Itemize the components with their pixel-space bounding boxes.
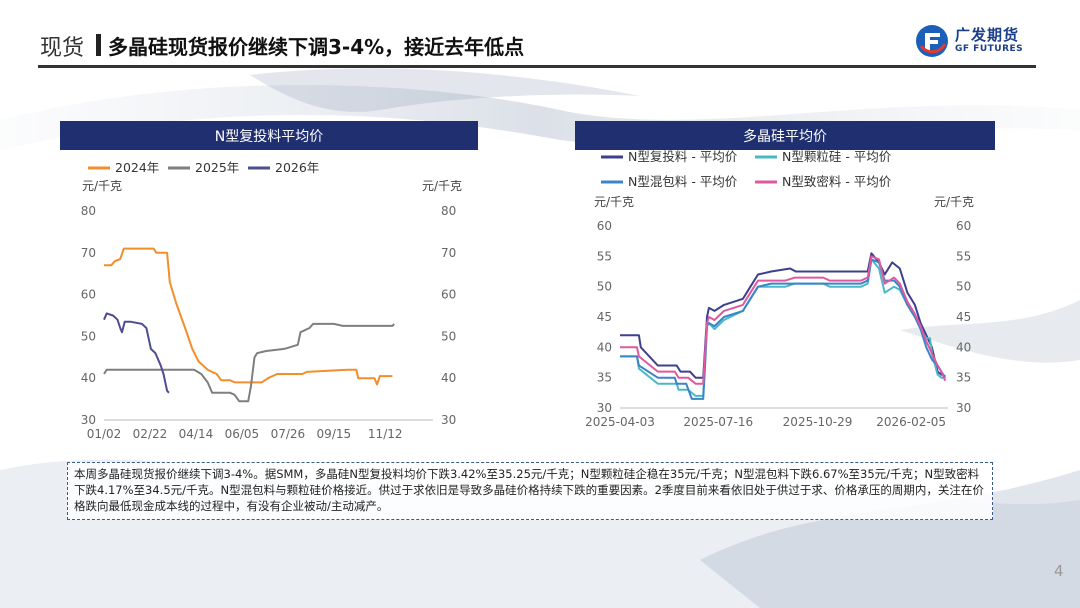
chart1-series-line-0: [104, 247, 393, 386]
logo-text-en: GF FUTURES: [955, 44, 1024, 54]
header-divider: [38, 65, 1036, 68]
chart2-series-line-0: [620, 252, 946, 379]
chart1-ylabel-left: 元/千克: [82, 179, 122, 193]
chart1-legend-label-2: 2026年: [275, 160, 319, 175]
gf-futures-logo: 广发期货 GF FUTURES: [915, 22, 1035, 62]
gf-logo-icon: [916, 25, 948, 57]
chart1-ytick-right-4: 70: [441, 246, 456, 260]
slide-header: 现货 多晶硅现货报价继续下调3-4%，接近去年低点 广发期货 GF FUTURE…: [0, 0, 1080, 70]
chart2-ytick-right-1: 35: [956, 371, 971, 385]
summary-text-box: 本周多晶硅现货报价继续下调3-4%。据SMM，多晶硅N型复投料均价下跌3.42%…: [67, 462, 993, 520]
chart1-legend-label-1: 2025年: [195, 160, 239, 175]
chart2-ytick-left-2: 40: [597, 340, 612, 354]
section-tag: 现货: [40, 36, 85, 61]
chart1-ytick-left-1: 40: [81, 371, 96, 385]
page-title: 多晶硅现货报价继续下调3-4%，接近去年低点: [108, 35, 525, 59]
chart2-legend-label-1: N型颗粒硅 - 平均价: [782, 149, 892, 164]
chart1-ytick-right-5: 80: [441, 204, 456, 218]
chart1-xtick-5: 09/15: [317, 427, 352, 441]
chart2-series-line-2: [620, 258, 947, 400]
chart2-ytick-left-4: 50: [597, 280, 612, 294]
chart1-legend-label-0: 2024年: [115, 160, 159, 175]
chart1-xtick-4: 07/26: [271, 427, 306, 441]
chart1-ytick-right-1: 40: [441, 371, 456, 385]
chart1-ytick-left-4: 70: [81, 246, 96, 260]
chart2-xtick-2: 2025-10-29: [783, 415, 853, 429]
chart2-xtick-3: 2026-02-05: [876, 415, 946, 429]
chart2-legend-label-0: N型复投料 - 平均价: [628, 149, 738, 164]
chart2-ytick-right-2: 40: [956, 340, 971, 354]
chart2-ytick-right-3: 45: [956, 310, 971, 324]
chart1-ytick-left-0: 30: [81, 413, 96, 427]
chart2-ytick-right-6: 60: [956, 219, 971, 233]
chart2-ytick-left-5: 55: [597, 249, 612, 263]
chart2-ytick-left-6: 60: [597, 219, 612, 233]
chart1-ytick-left-3: 60: [81, 288, 96, 302]
chart1-ytick-left-2: 50: [81, 329, 96, 343]
chart2-title: 多晶硅平均价: [575, 121, 995, 150]
chart2-ylabel-left: 元/千克: [594, 195, 634, 209]
chart1-xtick-6: 11/12: [368, 427, 403, 441]
chart1-xtick-2: 04/14: [179, 427, 214, 441]
chart1-ytick-left-5: 80: [81, 204, 96, 218]
chart1-title: N型复投料平均价: [60, 121, 478, 150]
chart2-legend-label-2: N型混包料 - 平均价: [628, 174, 738, 189]
chart2-ytick-left-1: 35: [597, 371, 612, 385]
chart1-series-line-1: [103, 322, 395, 403]
chart1-ytick-right-0: 30: [441, 413, 456, 427]
chart2-xtick-0: 2025-04-03: [585, 415, 655, 429]
title-accent-bar: [96, 34, 101, 56]
chart2-ytick-right-5: 55: [956, 249, 971, 263]
chart2-ytick-left-3: 45: [597, 310, 612, 324]
page-number: 4: [1054, 562, 1064, 580]
chart1-xtick-1: 02/22: [133, 427, 168, 441]
chart1-ytick-right-3: 60: [441, 288, 456, 302]
chart2-ytick-right-4: 50: [956, 280, 971, 294]
chart2-legend-label-3: N型致密料 - 平均价: [782, 174, 892, 189]
chart1-xtick-0: 01/02: [87, 427, 122, 441]
chart1-series-line-2: [103, 312, 170, 394]
chart2-ylabel-right: 元/千克: [934, 195, 974, 209]
chart1-xtick-3: 06/05: [225, 427, 260, 441]
chart2-series-line-3: [620, 255, 947, 385]
chart2-ytick-left-0: 30: [597, 401, 612, 415]
logo-text-cn: 广发期货: [955, 26, 1020, 44]
chart1-ylabel-right: 元/千克: [422, 179, 462, 193]
chart1-ytick-right-2: 50: [441, 329, 456, 343]
chart2-ytick-right-0: 30: [956, 401, 971, 415]
chart2-xtick-1: 2025-07-16: [683, 415, 753, 429]
